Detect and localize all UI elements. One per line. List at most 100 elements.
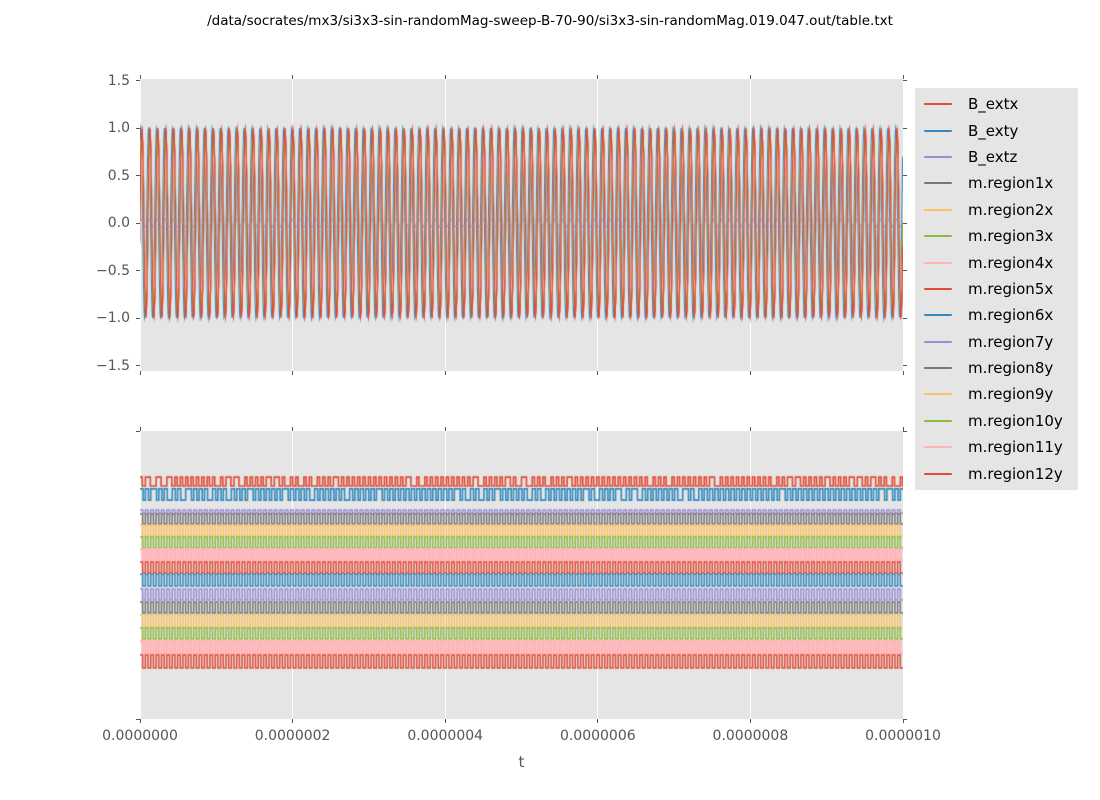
legend-label: m.region6x xyxy=(968,306,1054,325)
tick-mark xyxy=(444,75,446,79)
legend-line-swatch xyxy=(924,340,952,343)
tick-mark xyxy=(136,222,140,224)
legend-item: B_extz xyxy=(915,144,1078,170)
legend-item: m.region6x xyxy=(915,302,1078,328)
legend-item: m.region12y xyxy=(915,460,1078,486)
series-canvas xyxy=(140,79,903,371)
legend-label: B_exty xyxy=(968,121,1019,140)
legend-item: m.region2x xyxy=(915,197,1078,223)
legend-label: m.region8y xyxy=(968,359,1054,378)
grid-line xyxy=(902,431,904,719)
tick-mark xyxy=(444,427,446,431)
legend-label: m.region2x xyxy=(968,200,1054,219)
tick-mark xyxy=(597,427,599,431)
ytick-label: 0.0 xyxy=(107,215,130,231)
legend-label: m.region11y xyxy=(968,438,1063,457)
tick-mark xyxy=(136,175,140,176)
tick-mark xyxy=(903,317,907,319)
legend-line-swatch xyxy=(924,155,952,158)
tick-mark xyxy=(903,175,907,176)
x-axis-label: t xyxy=(518,753,525,771)
legend-label: B_extz xyxy=(968,147,1018,166)
legend-label: m.region4x xyxy=(968,253,1054,272)
xtick-label: 0.0000008 xyxy=(712,728,789,744)
legend-label: m.region7y xyxy=(968,332,1054,351)
legend-item: B_exty xyxy=(915,117,1078,143)
tick-mark xyxy=(903,270,907,271)
legend-line-swatch xyxy=(924,103,952,106)
series-canvas xyxy=(140,431,903,719)
legend-line-swatch xyxy=(924,314,952,317)
tick-mark xyxy=(444,719,446,723)
legend-line-swatch xyxy=(924,393,952,396)
tick-mark xyxy=(749,719,751,723)
xtick-label: 0.0000006 xyxy=(559,728,636,744)
ytick-label: 1.5 xyxy=(107,72,130,89)
legend-item: m.region11y xyxy=(915,434,1078,460)
legend-item: m.region4x xyxy=(915,249,1078,275)
tick-mark xyxy=(292,371,294,375)
legend-label: m.region3x xyxy=(968,227,1054,246)
legend-line-swatch xyxy=(924,261,952,264)
tick-mark xyxy=(139,371,141,375)
legend-item: m.region10y xyxy=(915,408,1078,434)
tick-mark xyxy=(597,371,599,375)
ytick-label: −1.0 xyxy=(96,310,130,326)
legend-item: m.region8y xyxy=(915,355,1078,381)
tick-mark xyxy=(749,427,751,431)
tick-mark xyxy=(749,75,751,79)
tick-mark xyxy=(136,718,140,720)
ytick-label: 1.0 xyxy=(107,120,130,136)
tick-mark xyxy=(136,127,140,129)
legend-line-swatch xyxy=(924,419,952,422)
xtick-label: 0.0000010 xyxy=(865,728,941,744)
legend-item: m.region3x xyxy=(915,223,1078,249)
tick-mark xyxy=(749,371,751,375)
xtick-label: 0.0000004 xyxy=(407,728,484,744)
tick-mark xyxy=(903,80,907,81)
tick-mark xyxy=(292,427,294,431)
legend-label: B_extx xyxy=(968,95,1019,114)
tick-mark xyxy=(597,719,599,723)
tick-mark xyxy=(902,371,904,375)
figure-title: /data/socrates/mx3/si3x3-sin-randomMag-s… xyxy=(207,13,893,29)
legend-label: m.region12y xyxy=(968,464,1063,483)
tick-mark xyxy=(292,719,294,723)
legend-line-swatch xyxy=(924,235,952,238)
xtick-label: 0.0000002 xyxy=(254,728,331,744)
legend-label: m.region1x xyxy=(968,174,1054,193)
ytick-label: −1.5 xyxy=(96,357,130,374)
tick-mark xyxy=(139,719,141,723)
grid-line xyxy=(902,79,904,371)
tick-mark xyxy=(903,365,907,366)
tick-mark xyxy=(136,80,140,81)
legend-item: m.region9y xyxy=(915,381,1078,407)
legend-line-swatch xyxy=(924,287,952,290)
tick-mark xyxy=(139,427,141,431)
tick-mark xyxy=(139,75,141,79)
top-axes-plot-area xyxy=(139,79,904,371)
legend-item: B_extx xyxy=(915,91,1078,117)
tick-mark xyxy=(292,75,294,79)
tick-mark xyxy=(903,222,907,224)
tick-mark xyxy=(136,270,140,271)
tick-mark xyxy=(902,427,904,431)
ytick-label: 0.5 xyxy=(107,167,130,184)
legend-box: B_extx B_exty B_extz m.region1x m.region2x m.… xyxy=(915,88,1078,490)
tick-mark xyxy=(902,719,904,723)
legend-line-swatch xyxy=(924,129,952,132)
tick-mark xyxy=(136,430,140,432)
legend-line-swatch xyxy=(924,472,952,475)
ytick-label: −0.5 xyxy=(96,262,130,279)
bottom-axes-plot-area xyxy=(139,431,904,719)
legend-line-swatch xyxy=(924,208,952,211)
legend-item: m.region5x xyxy=(915,276,1078,302)
legend-label: m.region5x xyxy=(968,279,1054,298)
tick-mark xyxy=(597,75,599,79)
xtick-label: 0.0000000 xyxy=(102,728,178,744)
tick-mark xyxy=(902,75,904,79)
legend-line-swatch xyxy=(924,367,952,370)
tick-mark xyxy=(903,127,907,129)
tick-mark xyxy=(136,317,140,319)
legend-label: m.region10y xyxy=(968,411,1063,430)
